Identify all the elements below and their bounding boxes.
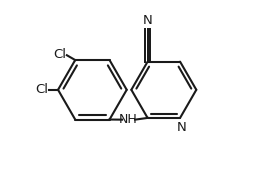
Text: N: N — [143, 14, 153, 27]
Text: N: N — [177, 121, 186, 134]
Text: Cl: Cl — [35, 83, 48, 96]
Text: Cl: Cl — [53, 48, 66, 61]
Text: NH: NH — [119, 113, 138, 126]
